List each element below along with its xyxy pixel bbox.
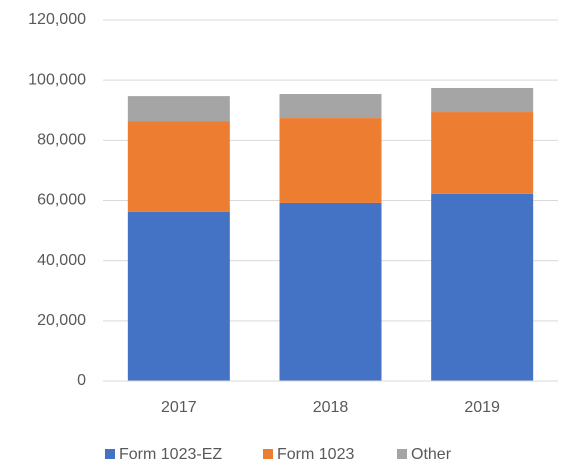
bar-segment — [127, 211, 230, 381]
y-tick-label: 20,000 — [37, 312, 86, 329]
bar-segment — [431, 87, 534, 113]
y-tick-label: 80,000 — [37, 132, 86, 149]
y-tick-label: 120,000 — [28, 11, 86, 28]
bar-segment — [431, 193, 534, 381]
legend-label: Form 1023 — [277, 446, 354, 463]
y-tick-label: 0 — [77, 372, 86, 389]
legend-label: Other — [411, 446, 452, 463]
bar-segment — [127, 121, 230, 212]
bar-segment — [279, 202, 382, 381]
y-tick-label: 40,000 — [37, 252, 86, 269]
y-tick-label: 100,000 — [28, 71, 86, 88]
bar-segment — [279, 94, 382, 119]
x-tick-label: 2017 — [161, 399, 197, 416]
x-tick-label: 2018 — [313, 399, 349, 416]
x-tick-label: 2019 — [464, 399, 500, 416]
bar-segment — [279, 118, 382, 203]
y-tick-label: 60,000 — [37, 192, 86, 209]
legend-swatch — [263, 449, 273, 459]
legend-swatch — [397, 449, 407, 459]
legend-swatch — [105, 449, 115, 459]
bar-segment — [127, 96, 230, 122]
bar-segment — [431, 112, 534, 194]
legend-label: Form 1023-EZ — [119, 446, 222, 463]
